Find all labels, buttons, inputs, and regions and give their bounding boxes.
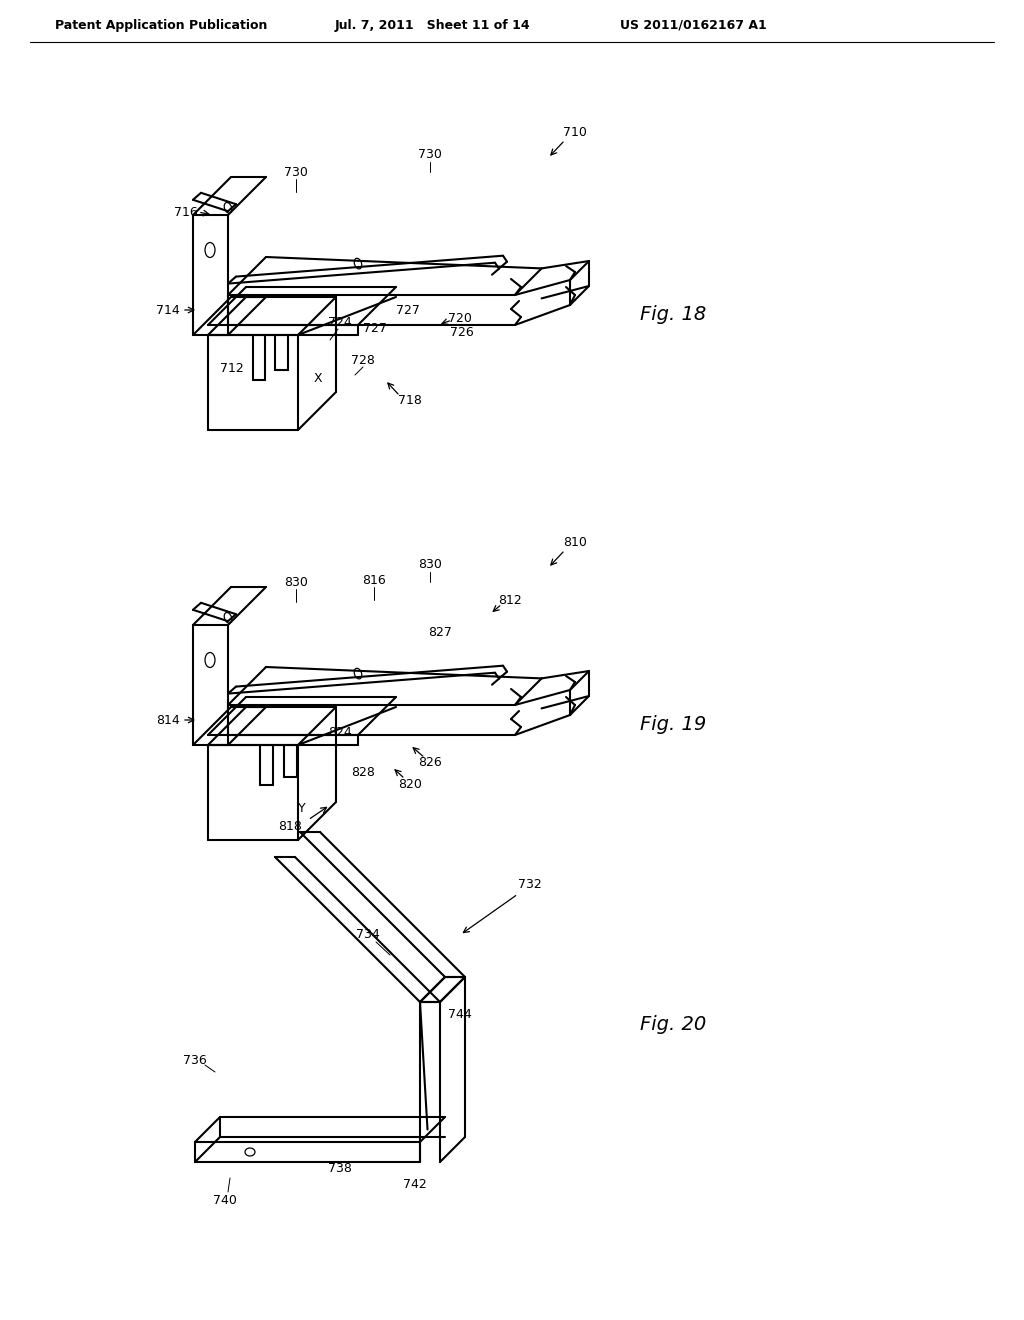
Text: 738: 738 — [328, 1162, 352, 1175]
Text: 742: 742 — [403, 1177, 427, 1191]
Text: 830: 830 — [418, 558, 442, 572]
Text: 716: 716 — [174, 206, 198, 219]
Text: 824: 824 — [328, 726, 352, 738]
Text: 724: 724 — [328, 315, 352, 329]
Text: Patent Application Publication: Patent Application Publication — [55, 18, 267, 32]
Text: 826: 826 — [418, 755, 442, 768]
Text: 728: 728 — [351, 354, 375, 367]
Text: 828: 828 — [351, 766, 375, 779]
Text: 814: 814 — [156, 714, 180, 726]
Text: 818: 818 — [279, 820, 302, 833]
Text: Jul. 7, 2011   Sheet 11 of 14: Jul. 7, 2011 Sheet 11 of 14 — [335, 18, 530, 32]
Text: 744: 744 — [449, 1008, 472, 1022]
Text: 810: 810 — [563, 536, 587, 549]
Text: 712: 712 — [220, 362, 244, 375]
Text: 830: 830 — [284, 576, 308, 589]
Text: Y: Y — [298, 801, 306, 814]
Text: 718: 718 — [398, 393, 422, 407]
Text: 726: 726 — [451, 326, 474, 339]
Text: 816: 816 — [362, 573, 386, 586]
Text: 727: 727 — [396, 304, 420, 317]
Text: 710: 710 — [563, 125, 587, 139]
Text: 730: 730 — [284, 165, 308, 178]
Text: 727: 727 — [364, 322, 387, 334]
Text: US 2011/0162167 A1: US 2011/0162167 A1 — [620, 18, 767, 32]
Text: 827: 827 — [428, 626, 452, 639]
Text: 734: 734 — [356, 928, 380, 941]
Text: 740: 740 — [213, 1193, 237, 1206]
Text: 736: 736 — [183, 1053, 207, 1067]
Text: Fig. 20: Fig. 20 — [640, 1015, 707, 1035]
Text: 820: 820 — [398, 777, 422, 791]
Text: 720: 720 — [449, 312, 472, 325]
Text: X: X — [313, 371, 323, 384]
Text: Fig. 18: Fig. 18 — [640, 305, 707, 325]
Text: 714: 714 — [156, 304, 180, 317]
Text: Fig. 19: Fig. 19 — [640, 715, 707, 734]
Text: 730: 730 — [418, 149, 442, 161]
Text: 812: 812 — [498, 594, 522, 606]
Text: 732: 732 — [518, 879, 542, 891]
